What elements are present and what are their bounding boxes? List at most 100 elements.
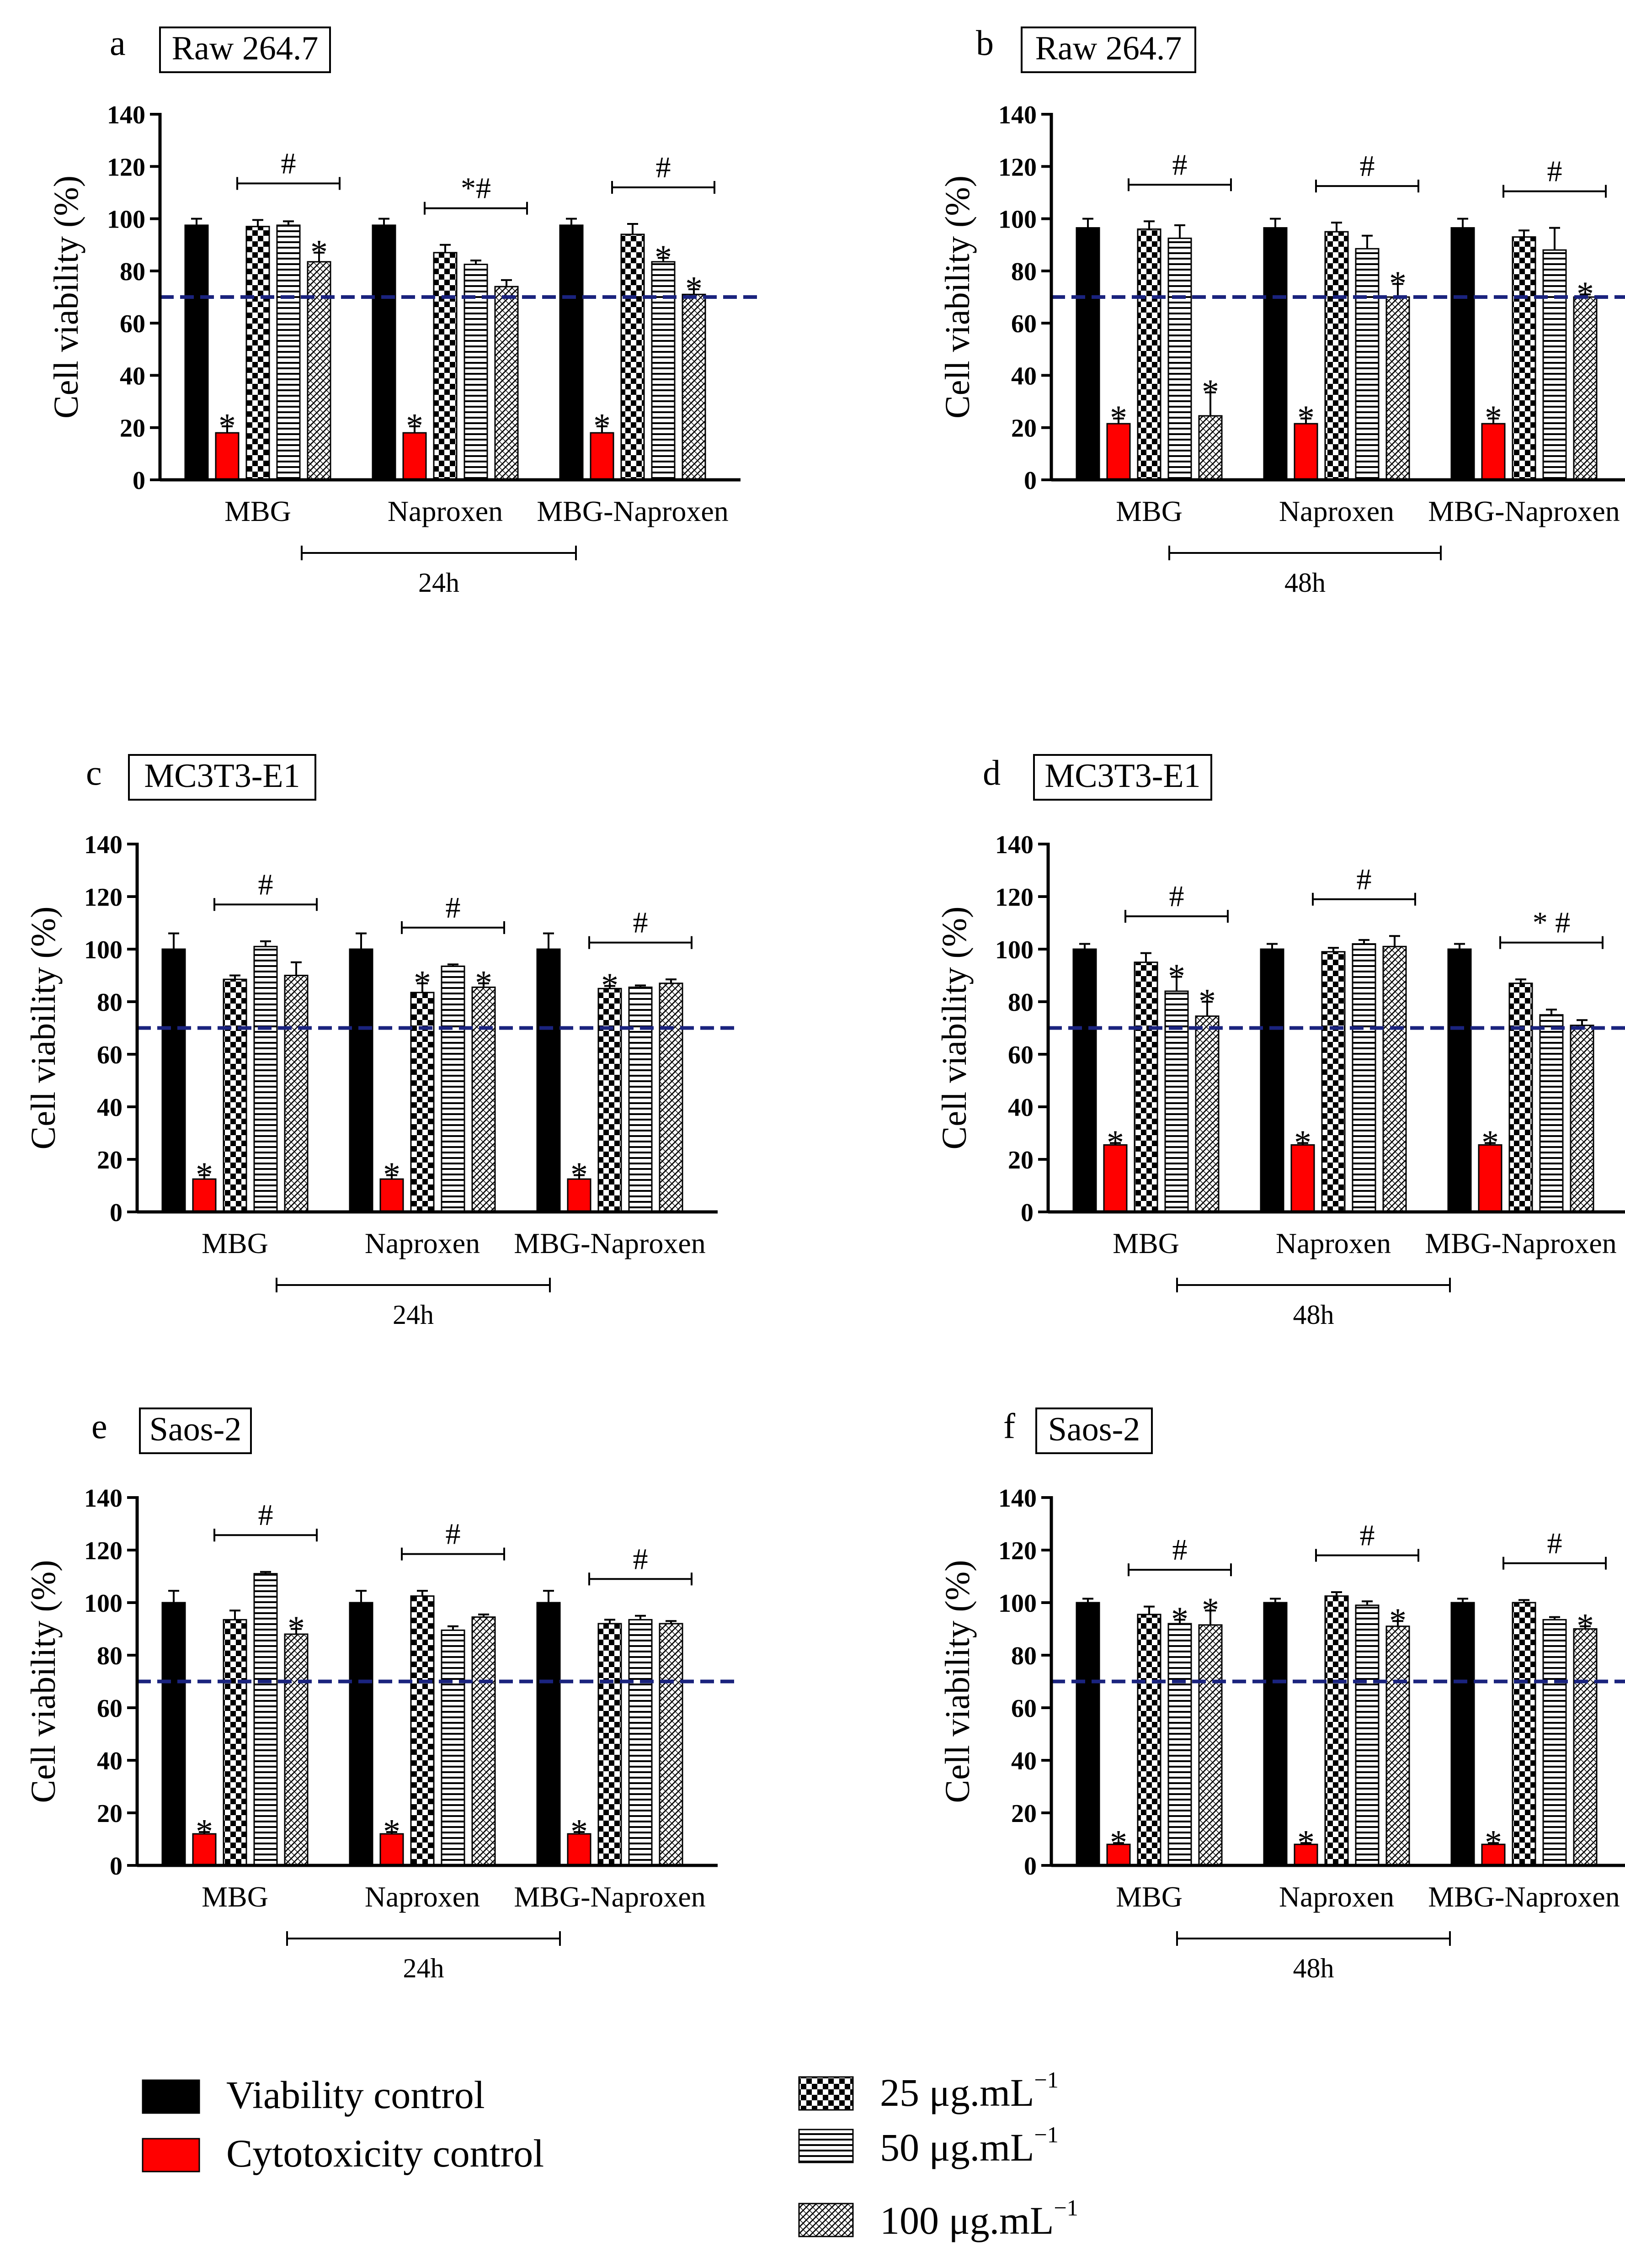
panel-b-cell-line: Raw 264.7 <box>1035 30 1182 67</box>
panel-e-bar-mbg-25 <box>223 1619 247 1866</box>
panel-c-bar-mbg-naproxen-25 <box>597 988 622 1213</box>
panel-e-category-mbg-naproxen: MBG-Naproxen <box>514 1880 705 1913</box>
panel-f-bar-mbg-naproxen-100 <box>1573 1628 1598 1866</box>
panel-b-bar-mbg-25 <box>1137 228 1161 481</box>
panel-d-bracket-mbg-label: # <box>1169 880 1184 913</box>
panel-a-bar-mbg-cytotoxicity-control <box>215 432 240 481</box>
panel-c-bar-naproxen-25-star: * <box>414 964 431 1002</box>
panel-d-ytick-label: 60 <box>1008 1041 1034 1069</box>
panel-f-ytick-label: 100 <box>998 1589 1037 1618</box>
panel-f-ytick-label: 40 <box>1011 1747 1037 1775</box>
panel-b-bracket-mbg-naproxen-label: # <box>1547 155 1562 188</box>
panel-f-bar-mbg-naproxen-cytotoxicity-control-star: * <box>1485 1823 1502 1862</box>
panel-d-bar-naproxen-100 <box>1382 945 1407 1213</box>
panel-e-bar-naproxen-viability-control <box>349 1602 373 1866</box>
panel-d-bar-mbg-viability-control <box>1072 948 1097 1213</box>
panel-d-bar-mbg-50-star: * <box>1168 957 1185 995</box>
panel-f-ytick-label: 0 <box>1024 1852 1037 1880</box>
panel-f-bracket-mbg-naproxen-label: # <box>1547 1527 1562 1560</box>
panel-a-ylabel: Cell viability (%) <box>47 175 85 419</box>
panel-f-bar-naproxen-25 <box>1324 1595 1349 1866</box>
legend-swatch-cytotoxicity-control <box>142 2138 200 2172</box>
panel-a-bar-mbg-cytotoxicity-control-star: * <box>218 407 236 445</box>
panel-e-bar-mbg-naproxen-cytotoxicity-control-star: * <box>570 1812 588 1851</box>
panel-d-time-label: 48h <box>1293 1300 1334 1330</box>
panel-b-bar-naproxen-viability-control <box>1263 227 1288 481</box>
panel-b: b Raw 264.7 Cell viability (%) 0 20 40 60 80 100… <box>938 23 1625 598</box>
panel-f-category-mbg: MBG <box>1116 1880 1183 1913</box>
panel-a-bracket-naproxen-label: *# <box>461 172 491 205</box>
panel-c-bar-naproxen-100 <box>471 986 496 1213</box>
panel-f-ytick-label: 60 <box>1011 1694 1037 1723</box>
panel-f-bar-mbg-25 <box>1137 1614 1161 1866</box>
panel-a-ytick-label: 40 <box>120 362 145 390</box>
panel-b-ytick-label: 120 <box>998 153 1037 181</box>
panel-e-category-mbg: MBG <box>202 1880 268 1913</box>
panel-e: e Saos-2 Cell viability (%) 0 20 40 60 80 100 120… <box>24 1406 741 1983</box>
panel-c-bar-naproxen-viability-control <box>349 948 373 1213</box>
panel-a-ytick-label: 0 <box>133 467 145 495</box>
legend-swatch-25 <box>798 2076 854 2111</box>
panel-b-bar-naproxen-25 <box>1324 231 1349 481</box>
panel-f-bar-mbg-naproxen-25 <box>1512 1602 1536 1866</box>
panel-e-bracket-mbg-label: # <box>258 1498 273 1532</box>
panel-b-ytick-label: 20 <box>1011 414 1037 443</box>
panel-e-cell-line: Saos-2 <box>149 1411 241 1448</box>
panel-e-ytick-label: 0 <box>110 1852 123 1880</box>
legend-label-25-sup: −1 <box>1034 2067 1059 2093</box>
legend-label-25: 25 μg.mL−1 <box>880 2067 1059 2114</box>
panel-e-bar-naproxen-cytotoxicity-control <box>379 1833 404 1866</box>
panel-a-letter: a <box>110 23 126 63</box>
panel-b-bar-mbg-100-star: * <box>1202 373 1219 411</box>
panel-b-ytick-label: 100 <box>998 206 1037 234</box>
panel-a-ytick-label: 80 <box>120 258 145 286</box>
panel-c-bar-mbg-naproxen-viability-control <box>536 948 561 1213</box>
panel-f-bar-mbg-50-star: * <box>1171 1600 1188 1638</box>
panel-e-bar-mbg-cytotoxicity-control-star: * <box>196 1812 213 1851</box>
panel-e-bar-mbg-naproxen-viability-control <box>536 1602 561 1866</box>
panel-b-cell-line-box <box>1021 27 1196 73</box>
panel-b-bar-mbg-naproxen-100 <box>1573 296 1598 481</box>
panel-a-bracket-mbg-label: # <box>281 147 296 180</box>
panel-e-bar-mbg-100-star: * <box>288 1609 305 1648</box>
panel-c-cell-line: MC3T3-E1 <box>144 757 300 795</box>
panel-e-bar-naproxen-cytotoxicity-control-star: * <box>383 1812 400 1851</box>
panel-b-category-mbg: MBG <box>1116 495 1183 527</box>
panel-d-bar-naproxen-viability-control <box>1260 948 1284 1213</box>
panel-e-letter: e <box>91 1406 107 1446</box>
panel-c-bar-mbg-naproxen-100 <box>659 983 683 1213</box>
panel-f-category-mbg-naproxen: MBG-Naproxen <box>1428 1880 1620 1913</box>
panel-d-bar-mbg-naproxen-cytotoxicity-control-star: * <box>1481 1123 1499 1162</box>
panel-b-bar-naproxen-100 <box>1385 296 1410 481</box>
panel-e-bar-naproxen-25 <box>410 1595 435 1866</box>
panel-a-ytick-label: 100 <box>107 206 145 234</box>
panel-a-bar-mbg-100-star: * <box>310 233 328 271</box>
panel-f-letter: f <box>1003 1406 1015 1446</box>
panel-f-bar-mbg-naproxen-100-star: * <box>1577 1607 1594 1645</box>
panel-c-bar-naproxen-50 <box>441 965 465 1213</box>
panel-a-bar-mbg-naproxen-25 <box>620 234 645 481</box>
panel-c-bar-mbg-viability-control <box>161 948 186 1213</box>
panel-b-category-mbg-naproxen: MBG-Naproxen <box>1428 495 1620 527</box>
panel-a-bar-mbg-naproxen-cytotoxicity-control-star: * <box>593 407 611 445</box>
panel-d-bar-naproxen-25 <box>1321 951 1346 1213</box>
panel-f-bar-naproxen-100-star: * <box>1389 1601 1407 1640</box>
legend-label-50-text: 50 μg.mL <box>880 2125 1034 2169</box>
panel-a-category-mbg: MBG <box>224 495 291 527</box>
panel-c-bar-mbg-naproxen-25-star: * <box>601 967 618 1005</box>
panel-e-bar-naproxen-50 <box>441 1629 465 1866</box>
panel-e-bracket-mbg-naproxen-label: # <box>633 1542 648 1576</box>
panel-a-bar-naproxen-100 <box>494 286 519 481</box>
panel-d-bar-mbg-naproxen-viability-control <box>1447 948 1472 1213</box>
panel-e-bar-mbg-naproxen-100 <box>659 1623 683 1866</box>
panel-a-bar-mbg-naproxen-viability-control <box>559 224 584 481</box>
panel-d-bracket-naproxen-label: # <box>1357 863 1372 896</box>
legend-label-100-sup: −1 <box>1054 2195 1078 2220</box>
panel-f-bracket-naproxen-label: # <box>1360 1519 1375 1552</box>
panel-a-bar-mbg-naproxen-50-star: * <box>655 238 672 276</box>
legend: Viability control Cytotoxicity control 2… <box>142 2067 1078 2242</box>
legend-label-100-text: 100 μg.mL <box>880 2199 1054 2242</box>
panel-c-category-mbg-naproxen: MBG-Naproxen <box>514 1227 705 1259</box>
panel-a: a Raw 264.7 Cell viability (%) 0 20 40 60 80 100… <box>47 23 763 598</box>
